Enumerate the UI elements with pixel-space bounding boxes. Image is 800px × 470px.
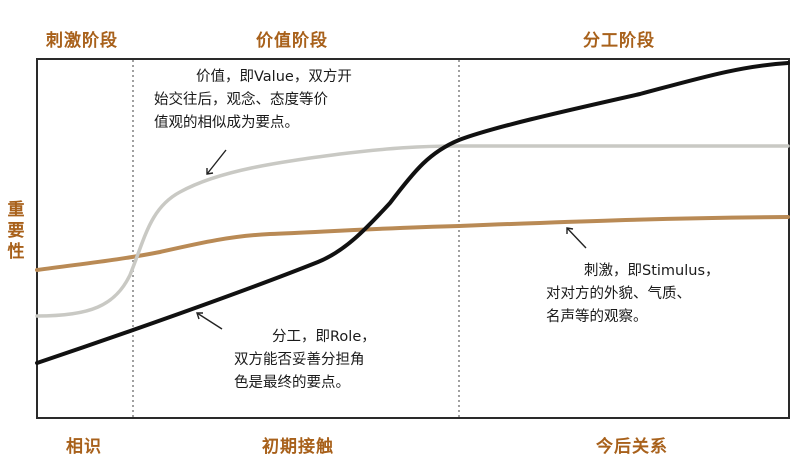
value-note-line-2: 始交往后，观念、态度等价 xyxy=(154,92,328,108)
value-note-arrow xyxy=(206,149,227,175)
header-value-phase: 价值阶段 xyxy=(256,31,328,51)
stimulus-note-line-1: 刺激，即Stimulus， xyxy=(584,263,720,279)
role-note-line-3: 色是最终的要点。 xyxy=(234,375,350,391)
header-stimulus-phase: 刺激阶段 xyxy=(46,31,118,51)
role-note-line-1: 分工，即Role， xyxy=(272,329,376,345)
footer-future-relation: 今后关系 xyxy=(596,437,668,457)
stimulus-note-line-2: 对对方的外貌、气质、 xyxy=(546,286,691,302)
footer-acquaintance: 相识 xyxy=(66,437,102,457)
value-curve xyxy=(35,144,790,318)
stimulus-note: 刺激，即Stimulus， 对对方的外貌、气质、 名声等的观察。 xyxy=(546,260,784,329)
role-note: 分工，即Role， 双方能否妥善分担角 色是最终的要点。 xyxy=(234,326,472,395)
role-note-line-2: 双方能否妥善分担角 xyxy=(234,352,365,368)
footer-early-contact: 初期接触 xyxy=(262,437,334,457)
plot-frame xyxy=(36,58,790,419)
y-axis-label: 重要性 xyxy=(7,200,25,262)
stimulus-note-line-3: 名声等的观察。 xyxy=(546,309,648,325)
value-note-line-1: 价值，即Value，双方开 xyxy=(196,69,352,85)
stimulus-note-arrow xyxy=(566,227,587,249)
header-role-phase: 分工阶段 xyxy=(583,31,655,51)
role-curve xyxy=(35,61,790,365)
value-note-line-3: 值观的相似成为要点。 xyxy=(154,115,299,131)
value-note: 价值，即Value，双方开 始交往后，观念、态度等价 值观的相似成为要点。 xyxy=(154,66,434,135)
role-note-arrow xyxy=(196,312,223,330)
